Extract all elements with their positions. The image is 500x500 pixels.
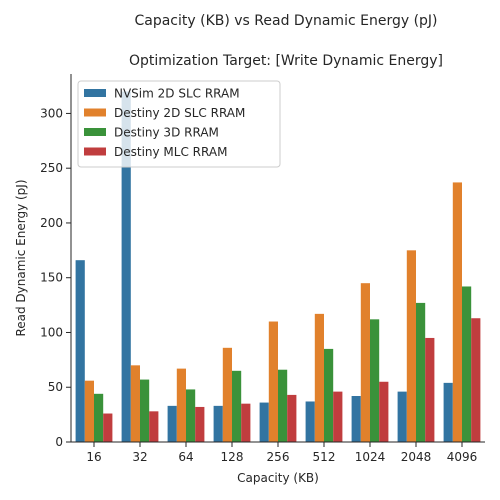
legend-label: NVSim 2D SLC RRAM [114,87,240,101]
bar-destiny-mlc-rram-64 [195,406,205,442]
bar-nvsim-2d-slc-rram-64 [167,405,177,442]
y-tick-label: 200 [40,216,63,230]
bar-destiny-3d-rram-1024 [370,319,380,442]
bar-destiny-2d-slc-rram-16 [84,380,94,442]
x-axis: 16 32 64 128 256 512 1024 2048 4096 [86,442,477,464]
bar-destiny-3d-rram-128 [232,370,242,442]
chart-subtitle: Optimization Target: [Write Dynamic Ener… [129,53,443,69]
x-tick-label: 32 [132,450,147,464]
y-tick-label: 0 [55,435,63,449]
y-tick-label: 300 [40,106,63,120]
legend-label: Destiny MLC RRAM [114,145,227,159]
y-tick-label: 250 [40,161,63,175]
bar-destiny-mlc-rram-16 [103,413,113,442]
bar-destiny-3d-rram-256 [278,369,288,442]
x-tick-label: 16 [86,450,101,464]
x-axis-label: Capacity (KB) [237,471,319,485]
legend-label: Destiny 2D SLC RRAM [114,106,245,120]
x-tick-label: 2048 [401,450,432,464]
bar-nvsim-2d-slc-rram-16 [75,260,85,442]
bar-destiny-3d-rram-4096 [462,286,472,442]
bar-destiny-mlc-rram-256 [287,394,297,442]
x-tick-label: 1024 [355,450,386,464]
bar-destiny-mlc-rram-32 [149,411,159,442]
y-axis: 0 50 100 150 200 250 300 [40,106,71,449]
x-tick-label: 256 [267,450,290,464]
bar-nvsim-2d-slc-rram-32 [121,91,131,443]
y-tick-label: 100 [40,325,63,339]
bar-nvsim-2d-slc-rram-256 [259,402,269,442]
x-tick-label: 128 [221,450,244,464]
legend-label: Destiny 3D RRAM [114,126,219,140]
chart-title: Capacity (KB) vs Read Dynamic Energy (pJ… [134,13,437,29]
bar-destiny-mlc-rram-2048 [425,337,435,442]
legend-swatch [84,108,106,117]
bar-destiny-mlc-rram-512 [333,391,343,442]
bar-nvsim-2d-slc-rram-1024 [351,396,361,442]
legend-swatch [84,89,106,97]
legend-swatch [84,128,106,136]
x-tick-label: 512 [313,450,336,464]
bar-destiny-2d-slc-rram-64 [176,368,186,442]
x-tick-label: 64 [178,450,193,464]
bar-destiny-3d-rram-64 [186,389,196,442]
bar-nvsim-2d-slc-rram-128 [213,405,223,442]
legend-swatch [84,147,106,156]
bar-destiny-3d-rram-2048 [416,302,426,442]
bar-nvsim-2d-slc-rram-4096 [443,382,453,442]
bar-destiny-mlc-rram-128 [241,403,251,442]
bar-nvsim-2d-slc-rram-2048 [397,391,407,442]
x-tick-label: 4096 [447,450,478,464]
bar-destiny-3d-rram-32 [140,379,150,442]
bar-destiny-2d-slc-rram-2048 [406,250,416,442]
bar-destiny-2d-slc-rram-32 [130,365,140,442]
bar-destiny-3d-rram-512 [324,348,334,442]
bar-destiny-2d-slc-rram-4096 [452,182,462,442]
bar-destiny-2d-slc-rram-128 [222,347,232,442]
bar-destiny-2d-slc-rram-512 [314,313,324,442]
y-axis-label: Read Dynamic Energy (pJ) [14,179,28,336]
y-tick-label: 50 [48,380,63,394]
legend-box [77,80,281,168]
y-tick-label: 150 [40,271,63,285]
bar-destiny-2d-slc-rram-256 [268,321,278,442]
bar-destiny-2d-slc-rram-1024 [360,283,370,442]
bar-destiny-3d-rram-16 [94,393,104,442]
bars-group [75,91,481,443]
bar-nvsim-2d-slc-rram-512 [305,401,315,442]
legend: NVSim 2D SLC RRAM Destiny 2D SLC RRAM Dest… [77,80,281,168]
bar-destiny-mlc-rram-1024 [379,381,389,442]
bar-destiny-mlc-rram-4096 [471,318,481,442]
